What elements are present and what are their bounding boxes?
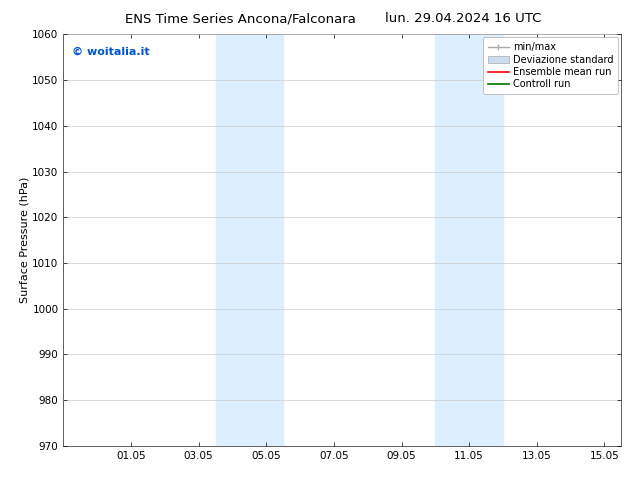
Legend: min/max, Deviazione standard, Ensemble mean run, Controll run: min/max, Deviazione standard, Ensemble m… [483, 37, 618, 94]
Text: © woitalia.it: © woitalia.it [72, 47, 150, 57]
Bar [436, 34, 503, 446]
Text: ENS Time Series Ancona/Falconara: ENS Time Series Ancona/Falconara [126, 12, 356, 25]
Bar [216, 34, 283, 446]
Text: lun. 29.04.2024 16 UTC: lun. 29.04.2024 16 UTC [385, 12, 541, 25]
Y-axis label: Surface Pressure (hPa): Surface Pressure (hPa) [20, 177, 30, 303]
